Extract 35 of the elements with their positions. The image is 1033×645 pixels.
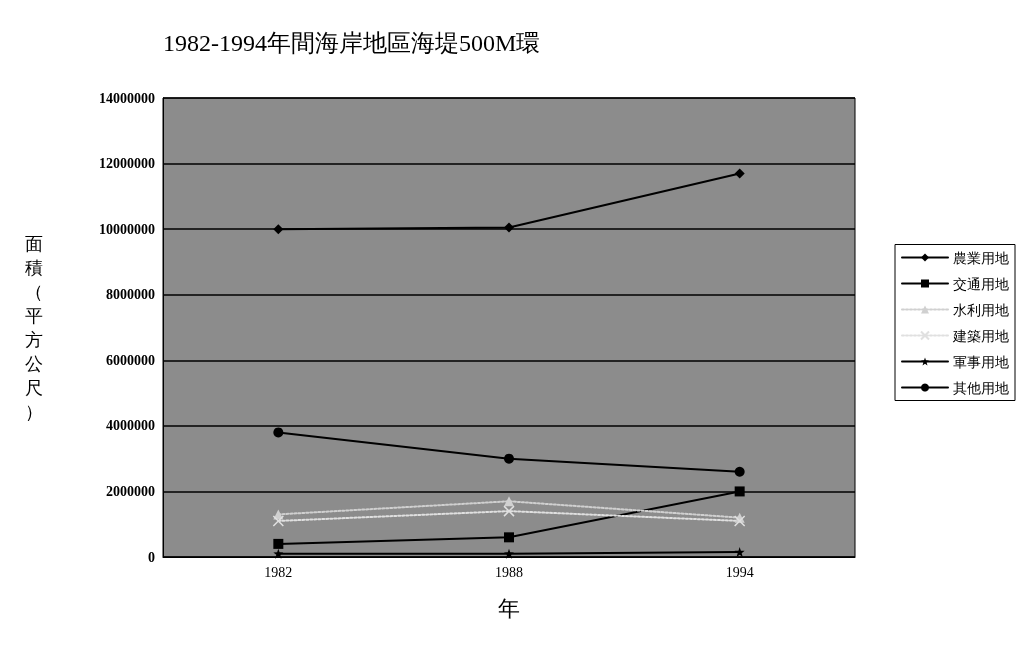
y-tick-label: 10000000 — [99, 221, 155, 237]
y-tick-label: 6000000 — [106, 352, 155, 368]
point — [733, 515, 746, 527]
y-tick-label: 8000000 — [106, 287, 155, 303]
y-tick-label: 12000000 — [99, 156, 155, 172]
legend-label: 交通用地 — [953, 275, 1009, 292]
point — [273, 538, 284, 549]
point — [504, 496, 514, 507]
point — [504, 222, 514, 233]
x-tick-label: 1988 — [495, 564, 523, 580]
y-tick-label: 4000000 — [106, 418, 155, 434]
y-tick-label: 14000000 — [99, 90, 155, 106]
legend-label: 建築用地 — [952, 327, 1009, 344]
point — [504, 453, 514, 464]
point — [734, 168, 745, 179]
legend-label: 農業用地 — [953, 249, 1009, 266]
point — [273, 548, 284, 559]
point — [504, 532, 514, 543]
chart-title: 1982-1994年間海岸地區海堤500M環 — [163, 30, 541, 56]
point — [272, 515, 285, 527]
point — [503, 505, 515, 517]
y-tick-label: 0 — [148, 549, 155, 565]
x-axis-title: 年 — [498, 595, 520, 621]
point — [273, 224, 284, 235]
y-tick-label: 2000000 — [106, 483, 155, 499]
legend-label: 其他用地 — [953, 379, 1009, 396]
legend-label: 水利用地 — [953, 301, 1009, 318]
point — [734, 486, 745, 497]
point — [734, 466, 745, 477]
x-tick-label: 1994 — [725, 564, 754, 580]
point — [504, 548, 514, 559]
point — [273, 427, 284, 438]
legend-label: 軍事用地 — [953, 353, 1009, 370]
x-tick-label: 1982 — [264, 564, 293, 580]
y-axis-title: 面積（平方公尺） — [25, 233, 43, 422]
